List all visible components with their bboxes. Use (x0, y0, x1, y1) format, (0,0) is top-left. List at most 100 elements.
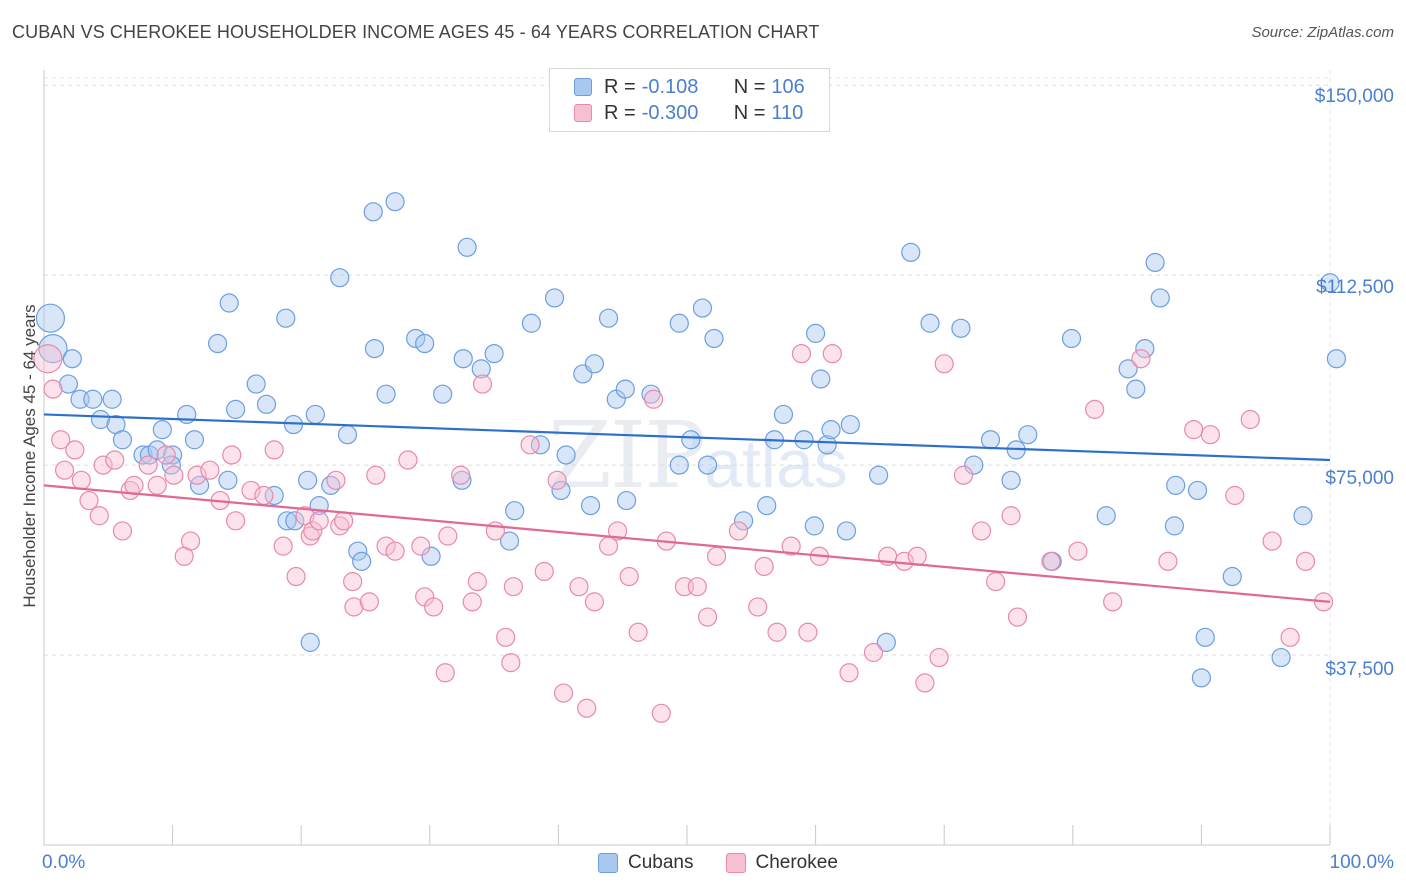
legend-r-label: R = (604, 101, 636, 124)
point-cubans (697, 455, 718, 475)
point-cubans (1001, 470, 1021, 490)
point-cubans (433, 384, 453, 404)
point-cherokee (1103, 592, 1123, 612)
point-cubans (499, 531, 520, 551)
point-cherokee (1225, 485, 1245, 506)
point-cherokee (569, 577, 589, 597)
point-cubans (1293, 506, 1313, 526)
point-cubans (1150, 288, 1170, 308)
point-cherokee (503, 577, 523, 597)
point-cubans (692, 298, 713, 318)
y-tick-150000: $150,000 (1314, 86, 1394, 107)
legend-swatch-cherokee (574, 104, 592, 122)
swatch-cherokee (725, 853, 746, 873)
point-cubans (276, 308, 296, 328)
point-cubans (218, 470, 238, 490)
point-cherokee (303, 521, 323, 541)
point-cubans (300, 632, 320, 652)
point-cubans (208, 333, 228, 354)
point-cubans (226, 399, 246, 419)
source-label: Source: ZipAtlas.com (1251, 24, 1394, 41)
point-cubans (580, 496, 601, 516)
point-cherokee (971, 521, 992, 541)
point-cubans (641, 384, 661, 404)
legend-item-cubans[interactable]: Cubans (598, 852, 694, 874)
point-cubans (102, 389, 122, 409)
point-cherokee (54, 460, 75, 480)
point-cubans (1096, 506, 1116, 526)
point-cubans (163, 445, 183, 465)
legend-n-value: 110 (771, 101, 804, 124)
point-cherokee (754, 556, 774, 577)
point-cherokee (1295, 551, 1316, 571)
point-cubans (62, 349, 82, 369)
point-cherokee (687, 577, 707, 597)
point-cubans (1320, 273, 1340, 293)
point-cherokee (781, 536, 801, 556)
point-cubans (35, 303, 66, 333)
legend-r-value: -0.300 (641, 101, 699, 124)
point-cubans (277, 511, 297, 531)
point-cubans (330, 268, 350, 288)
point-cubans (1135, 338, 1155, 359)
point-cherokee (79, 490, 99, 511)
correlation-legend: R = -0.108 N = 106 R = -0.300 N = 110 (549, 68, 830, 132)
point-cherokee (1184, 420, 1204, 440)
point-cherokee (1085, 399, 1105, 419)
legend-r-value: -0.108 (641, 75, 699, 98)
point-cubans (1118, 359, 1138, 379)
swatch-cubans (598, 853, 618, 873)
point-cherokee (1240, 409, 1260, 430)
legend-n-label: N = (733, 75, 766, 98)
point-cubans (256, 394, 277, 414)
point-cherokee (619, 566, 639, 587)
point-cherokee (376, 536, 396, 556)
point-cherokee (112, 521, 133, 541)
point-cubans (901, 242, 921, 262)
point-cubans (453, 349, 473, 369)
point-cherokee (907, 546, 927, 566)
point-cubans (1061, 328, 1082, 349)
point-cherokee (300, 526, 320, 546)
point-cubans (219, 293, 239, 313)
point-cubans (733, 511, 754, 531)
point-cherokee (181, 531, 201, 551)
legend-n-value: 106 (771, 75, 805, 98)
point-cherokee (344, 597, 364, 617)
point-cubans (1187, 480, 1208, 501)
point-cubans (385, 192, 405, 212)
point-cherokee (435, 663, 455, 683)
point-cherokee (986, 572, 1006, 592)
point-cubans (471, 359, 491, 379)
point-cherokee (411, 536, 431, 556)
point-cubans (457, 237, 477, 257)
y-tick-112500: $112,500 (1316, 277, 1394, 298)
point-cherokee (147, 475, 167, 495)
point-cherokee (462, 592, 482, 612)
point-cherokee (934, 354, 954, 374)
point-cubans (964, 455, 984, 475)
y-tick-37500: $37,500 (1325, 659, 1394, 680)
axes (43, 70, 1331, 846)
point-cherokee (164, 465, 184, 485)
point-cherokee (1041, 551, 1061, 571)
point-cubans (1271, 647, 1291, 668)
point-cherokee (398, 450, 418, 470)
point-cherokee (651, 703, 671, 723)
point-cherokee (706, 546, 727, 566)
chart-title: CUBAN VS CHEROKEE HOUSEHOLDER INCOME AGE… (12, 22, 820, 42)
legend-item-cherokee[interactable]: Cherokee (725, 852, 838, 874)
point-cubans (484, 344, 504, 364)
point-cherokee (748, 597, 768, 617)
point-cubans (1164, 516, 1184, 536)
point-cherokee (577, 698, 597, 718)
point-cubans (869, 465, 889, 485)
point-cubans (794, 430, 814, 450)
point-cherokee (343, 572, 363, 592)
legend-r-label: R = (604, 75, 636, 98)
point-cherokee (915, 673, 935, 693)
point-cubans (980, 430, 1001, 450)
point-cubans (544, 288, 565, 308)
point-cubans (1222, 566, 1242, 587)
data-points (33, 192, 1347, 723)
